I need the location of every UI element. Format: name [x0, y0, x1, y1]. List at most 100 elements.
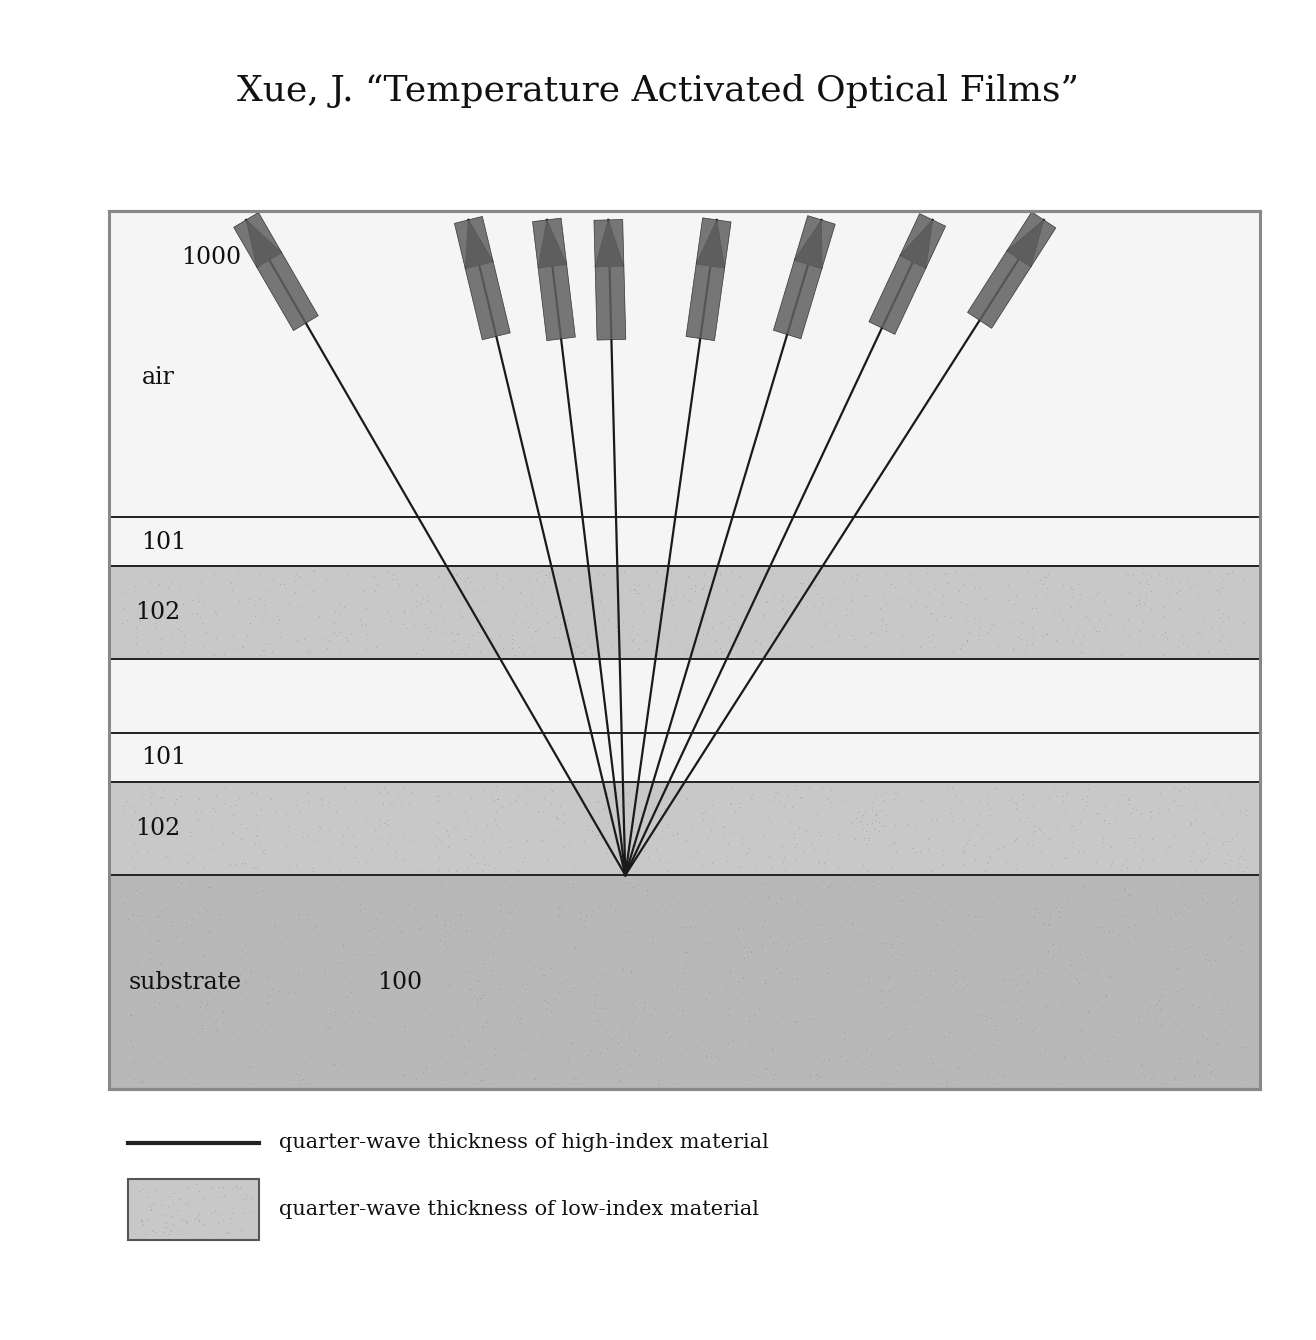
Point [878, 967, 899, 989]
Point [1004, 938, 1025, 959]
Point [659, 943, 680, 965]
Point [719, 961, 740, 982]
Point [234, 616, 255, 638]
Point [1034, 1002, 1055, 1024]
Point [995, 823, 1016, 844]
Point [950, 791, 971, 812]
Point [848, 801, 869, 823]
Point [874, 1020, 895, 1041]
Point [1067, 595, 1088, 616]
Point [624, 1053, 645, 1075]
Point [155, 898, 176, 919]
Point [1133, 1056, 1154, 1077]
Point [508, 1010, 529, 1032]
Point [520, 636, 541, 658]
Point [622, 615, 644, 636]
Point [1146, 1008, 1167, 1029]
Point [163, 1215, 184, 1237]
Point [1023, 626, 1044, 647]
Point [462, 624, 483, 646]
Point [999, 984, 1020, 1005]
Point [850, 874, 871, 895]
Point [380, 950, 401, 972]
Point [162, 1213, 183, 1234]
Point [378, 914, 399, 935]
Point [538, 992, 559, 1013]
Point [113, 969, 134, 990]
Point [778, 784, 799, 805]
Point [234, 972, 255, 993]
Point [462, 988, 483, 1009]
Point [904, 959, 925, 981]
Point [517, 616, 538, 638]
Point [1037, 913, 1058, 934]
Point [1228, 1004, 1249, 1025]
Point [799, 870, 820, 891]
Point [886, 840, 907, 862]
Point [529, 618, 550, 639]
Point [208, 614, 229, 635]
Point [186, 888, 207, 910]
Point [440, 976, 461, 997]
Point [715, 639, 736, 661]
Point [1174, 1026, 1195, 1048]
Point [576, 1012, 597, 1033]
Point [600, 895, 621, 917]
Point [1057, 847, 1078, 868]
Point [874, 789, 895, 811]
Point [965, 578, 986, 599]
Point [1073, 840, 1094, 862]
Point [753, 993, 774, 1014]
Point [757, 591, 778, 612]
Point [146, 906, 167, 927]
Point [953, 840, 974, 862]
Point [978, 934, 999, 955]
Point [728, 793, 749, 815]
Point [211, 844, 232, 866]
Point [267, 612, 288, 634]
Point [1053, 608, 1074, 630]
Point [484, 1044, 505, 1065]
Point [162, 910, 183, 931]
Point [149, 574, 170, 595]
Point [1073, 642, 1094, 663]
Point [938, 1004, 959, 1025]
Point [1070, 958, 1091, 980]
Point [461, 919, 482, 941]
Point [721, 561, 742, 583]
Point [784, 779, 805, 800]
Point [965, 907, 986, 929]
Point [669, 1060, 690, 1081]
Point [663, 946, 684, 967]
Point [787, 1010, 808, 1032]
Point [580, 1040, 601, 1061]
Point [329, 622, 350, 643]
Point [474, 616, 495, 638]
Point [1215, 1047, 1236, 1068]
Point [562, 638, 583, 659]
Point [1183, 842, 1204, 863]
Point [717, 850, 738, 871]
Point [1178, 779, 1199, 800]
Point [472, 578, 494, 599]
Point [500, 986, 521, 1008]
Point [909, 636, 930, 658]
Point [936, 563, 957, 584]
Point [978, 1067, 999, 1088]
Point [921, 624, 942, 646]
Point [747, 1045, 769, 1067]
Point [588, 1010, 609, 1032]
Point [368, 809, 390, 831]
Point [166, 879, 187, 900]
Point [895, 1017, 916, 1038]
Point [875, 804, 896, 825]
Point [350, 899, 371, 921]
Point [1166, 958, 1187, 980]
Point [828, 626, 849, 647]
Point [987, 838, 1008, 859]
Point [408, 851, 429, 872]
Point [609, 1057, 630, 1079]
Point [515, 943, 536, 965]
Point [666, 974, 687, 996]
Point [480, 965, 501, 986]
